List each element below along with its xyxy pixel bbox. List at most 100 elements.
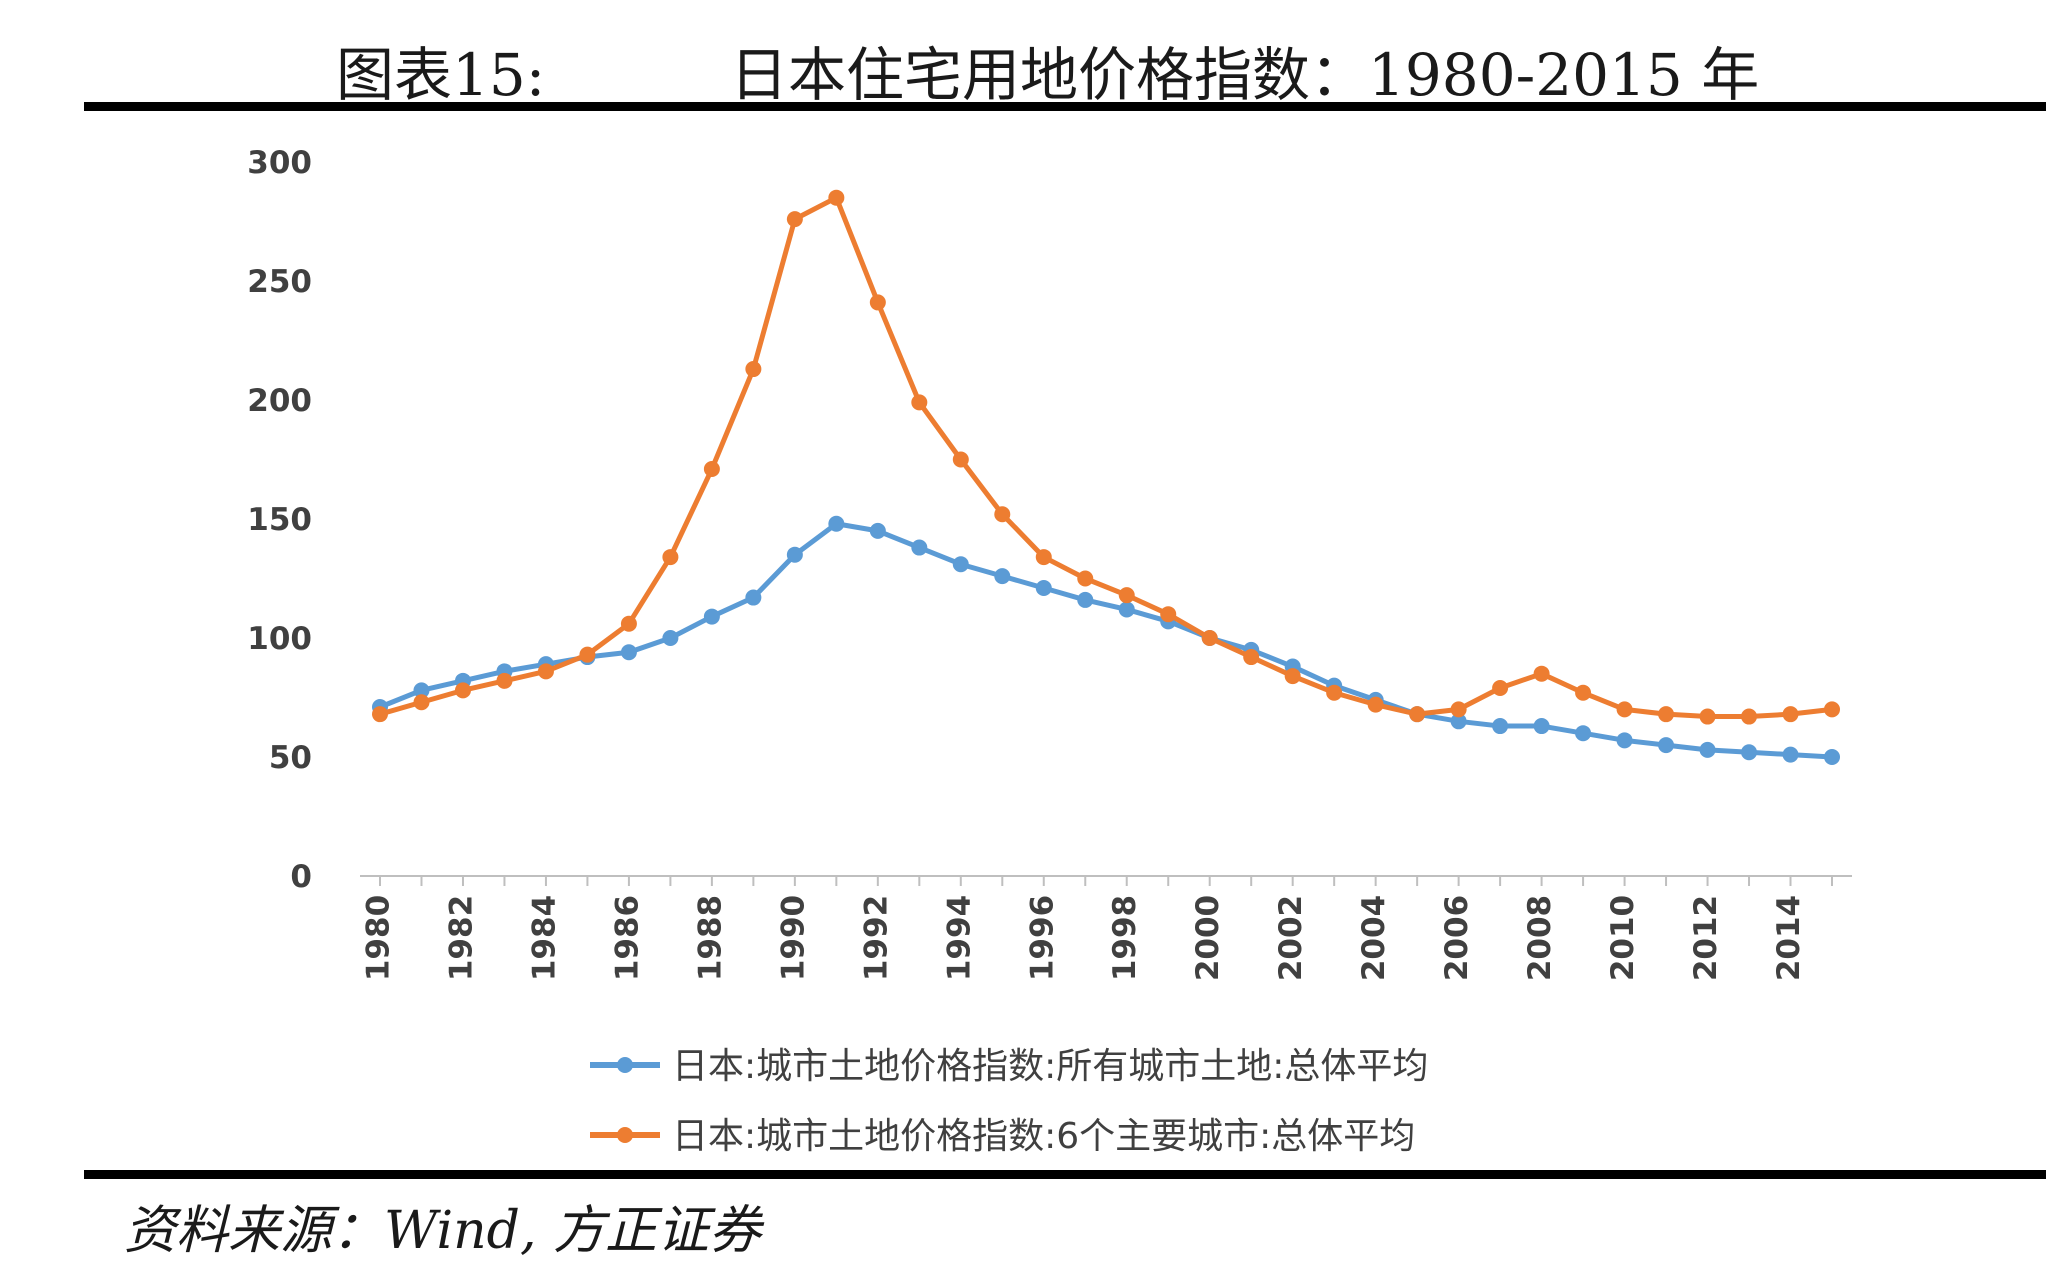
data-point xyxy=(1035,580,1052,597)
bottom-rule xyxy=(84,1170,2046,1179)
x-tick-label: 1982 xyxy=(443,895,479,981)
data-point xyxy=(1326,684,1343,701)
data-point xyxy=(994,568,1011,585)
data-point xyxy=(662,630,679,646)
data-point xyxy=(745,361,762,378)
series-lines xyxy=(372,189,1840,765)
x-tick-label: 1990 xyxy=(775,895,811,981)
y-axis-ticks: 0 50 100 150 200 250 300 xyxy=(247,145,312,895)
x-tick-label: 1980 xyxy=(361,895,397,981)
data-point xyxy=(828,515,845,532)
y-tick-label: 100 xyxy=(247,621,312,657)
data-point xyxy=(1160,606,1177,623)
data-point xyxy=(828,189,845,206)
data-point xyxy=(1409,706,1426,723)
x-tick-label: 1994 xyxy=(941,895,977,981)
data-point xyxy=(745,589,762,606)
data-point xyxy=(496,672,513,689)
source-note: 资料来源：Wind, 方正证券 xyxy=(124,1201,762,1261)
data-point xyxy=(911,539,928,556)
data-point xyxy=(1077,570,1094,587)
data-point xyxy=(1741,744,1758,761)
data-point xyxy=(869,522,886,539)
data-point xyxy=(786,211,803,228)
data-point xyxy=(662,549,679,566)
figure-label: 图表15: xyxy=(336,41,546,109)
data-point xyxy=(703,608,720,625)
series-1 xyxy=(372,515,1840,765)
x-tick-label: 1996 xyxy=(1024,895,1060,981)
y-tick-label: 250 xyxy=(247,264,312,300)
figure-header: 图表15: 日本住宅用地价格指数：1980-2015 年 xyxy=(0,22,2052,109)
data-point xyxy=(952,556,969,573)
legend-entry: 日本:城市土地价格指数:所有城市土地:总体平均 xyxy=(672,1046,1428,1087)
x-tick-label: 2008 xyxy=(1522,895,1558,981)
x-tick-label: 2000 xyxy=(1190,895,1226,981)
data-point xyxy=(1824,749,1840,765)
data-point xyxy=(454,682,471,699)
data-point xyxy=(1077,591,1094,608)
data-point xyxy=(620,644,637,661)
x-tick-label: 2014 xyxy=(1771,895,1807,981)
x-tick-label: 2010 xyxy=(1605,895,1641,981)
data-point xyxy=(869,294,886,311)
x-tick-label: 2006 xyxy=(1439,895,1475,981)
legend-entry: 日本:城市土地价格指数:6个主要城市:总体平均 xyxy=(672,1116,1415,1157)
data-point xyxy=(1367,696,1384,713)
data-point xyxy=(1824,701,1840,718)
data-point xyxy=(994,506,1011,523)
top-rule xyxy=(84,102,2046,111)
data-point xyxy=(1450,713,1467,730)
data-point xyxy=(372,706,388,723)
series-line xyxy=(379,521,1833,760)
x-axis: 1980 1982 1984 1986 1988 1990 1992 1994 1996 1998… xyxy=(360,875,1852,981)
data-point xyxy=(620,615,637,632)
data-point xyxy=(1533,718,1550,735)
data-point xyxy=(1616,732,1633,749)
data-point xyxy=(1492,679,1509,696)
legend-swatch-marker xyxy=(617,1127,633,1143)
data-point xyxy=(1616,701,1633,718)
data-point xyxy=(952,451,969,468)
y-tick-label: 50 xyxy=(269,740,312,776)
data-point xyxy=(1118,587,1135,604)
x-tick-label: 1998 xyxy=(1107,895,1143,981)
data-point xyxy=(413,682,430,699)
data-point xyxy=(1658,737,1675,754)
x-tick-label: 2012 xyxy=(1688,895,1724,981)
x-tick-label: 1988 xyxy=(692,895,728,981)
legend: 日本:城市土地价格指数:所有城市土地:总体平均日本:城市土地价格指数:6个主要城… xyxy=(590,1046,1428,1157)
x-tick-label: 1984 xyxy=(526,895,562,981)
data-point xyxy=(1450,701,1467,718)
y-tick-label: 300 xyxy=(247,145,312,181)
legend-swatch-marker xyxy=(617,1057,633,1073)
data-point xyxy=(1035,549,1052,566)
data-point xyxy=(1699,741,1716,758)
x-tick-label: 2004 xyxy=(1356,895,1392,981)
data-point xyxy=(1201,630,1218,646)
x-tick-label: 1986 xyxy=(609,895,645,981)
data-point xyxy=(1782,746,1799,763)
data-point xyxy=(1284,668,1301,685)
data-point xyxy=(1533,665,1550,682)
x-tick-label: 1992 xyxy=(858,895,894,981)
data-point xyxy=(579,646,596,663)
data-point xyxy=(1658,706,1675,723)
data-point xyxy=(1492,718,1509,735)
series-line xyxy=(379,195,1833,720)
data-point xyxy=(537,663,554,680)
data-point xyxy=(1575,684,1592,701)
data-point xyxy=(1118,601,1135,618)
data-point xyxy=(1741,708,1758,725)
x-tick-label: 2002 xyxy=(1273,895,1309,981)
data-point xyxy=(1699,708,1716,725)
data-point xyxy=(1782,706,1799,723)
data-point xyxy=(1575,725,1592,742)
data-point xyxy=(911,394,928,411)
data-point xyxy=(413,694,430,711)
y-tick-label: 150 xyxy=(247,502,312,538)
y-tick-label: 200 xyxy=(247,383,312,419)
series-2 xyxy=(372,189,1840,725)
figure-title: 日本住宅用地价格指数：1980-2015 年 xyxy=(730,41,1760,109)
